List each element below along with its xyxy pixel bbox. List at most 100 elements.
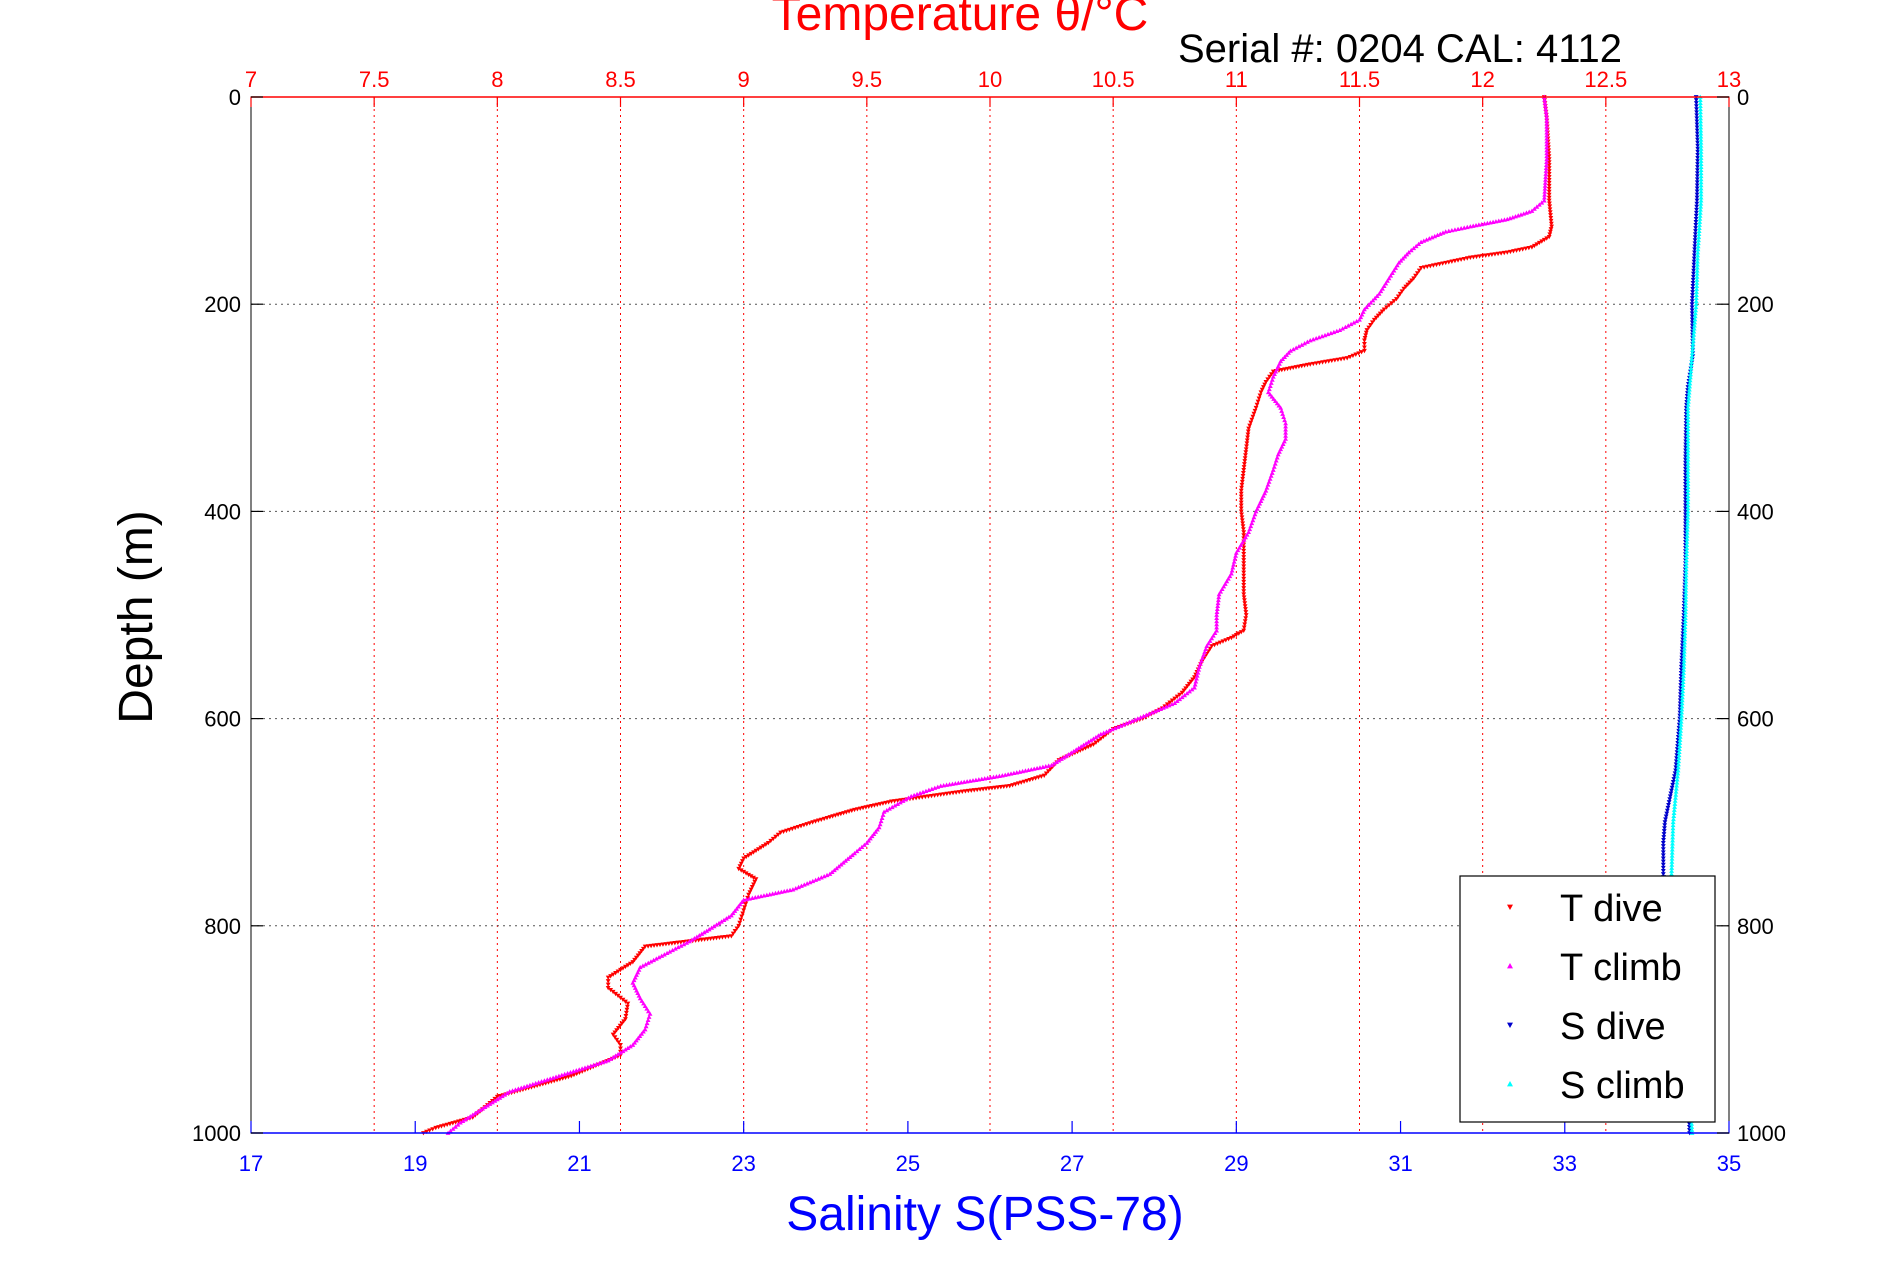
t-climb-point xyxy=(1518,212,1524,217)
t-dive-point xyxy=(1546,172,1552,177)
t-climb-point xyxy=(1504,216,1510,222)
t-climb-point xyxy=(764,892,770,897)
t-climb-point xyxy=(460,1118,466,1124)
t-dive-point xyxy=(1359,350,1364,355)
s-dive-point xyxy=(1673,765,1679,770)
s-climb-point xyxy=(1683,563,1689,569)
s-climb-point xyxy=(1698,176,1704,182)
t-climb-point xyxy=(533,1080,539,1086)
s-dive-point xyxy=(1660,868,1666,874)
s-climb-point xyxy=(1698,131,1704,136)
t-dive-point xyxy=(612,1035,618,1040)
t-climb-point xyxy=(678,943,684,948)
t-dive-point xyxy=(1242,456,1248,461)
t-dive-point xyxy=(1548,218,1554,224)
s-climb-point xyxy=(1683,572,1689,578)
s-climb-point xyxy=(1683,612,1688,617)
t-climb-point xyxy=(1214,625,1220,630)
t-dive-point xyxy=(1241,558,1247,563)
s-dive-point xyxy=(1678,689,1684,694)
t-climb-point xyxy=(502,1092,508,1097)
t-dive-point xyxy=(427,1128,432,1133)
t-dive-point xyxy=(608,987,614,993)
t-climb-point xyxy=(776,890,781,895)
t-climb-point xyxy=(646,1014,652,1019)
s-dive-point xyxy=(1660,872,1666,877)
t-climb-point xyxy=(1283,433,1288,438)
t-climb-point xyxy=(1046,763,1052,768)
t-dive-point xyxy=(1217,640,1223,645)
t-climb-point xyxy=(1544,130,1550,135)
t-dive-point xyxy=(1546,157,1552,162)
s-climb-point xyxy=(1695,240,1701,246)
t-climb-point xyxy=(932,785,938,790)
t-climb-point xyxy=(807,879,813,885)
s-climb-point xyxy=(1680,691,1685,697)
t-dive-point xyxy=(617,1023,623,1029)
s-climb-point xyxy=(1682,627,1688,633)
t-climb-point xyxy=(1184,690,1190,696)
t-dive-point xyxy=(1547,201,1552,206)
t-climb-point xyxy=(692,935,697,941)
s-climb-point xyxy=(1683,569,1689,575)
t-climb-point xyxy=(914,791,920,797)
s-dive-point xyxy=(1694,201,1700,207)
legend-label-s-climb: S climb xyxy=(1560,1065,1685,1107)
t-dive-point xyxy=(624,1004,630,1010)
t-dive-point xyxy=(1241,567,1247,572)
t-climb-point xyxy=(1296,343,1302,349)
t-climb-point xyxy=(1357,317,1362,322)
t-climb-point xyxy=(1374,293,1380,298)
s-climb-point xyxy=(1679,707,1685,712)
s-climb-point xyxy=(1682,646,1687,651)
t-dive-point xyxy=(737,920,743,926)
s-dive-point xyxy=(1680,640,1685,645)
s-climb-point xyxy=(1691,326,1697,331)
t-climb-point xyxy=(1400,256,1406,261)
s-climb-point xyxy=(1687,374,1693,380)
t-climb-point xyxy=(1025,767,1031,773)
s-climb-point xyxy=(1675,771,1681,776)
s-climb-point xyxy=(1672,798,1678,803)
t-climb-point xyxy=(1507,215,1513,221)
t-climb-point xyxy=(1345,323,1351,328)
s-climb-point xyxy=(1685,432,1691,438)
t-climb-point xyxy=(627,1044,633,1049)
t-climb-point xyxy=(744,896,749,902)
t-climb-point xyxy=(1215,600,1221,606)
t-climb-point xyxy=(829,869,835,875)
t-climb-point xyxy=(1366,302,1372,307)
t-climb-point xyxy=(1166,703,1172,708)
s-dive-point xyxy=(1678,670,1684,676)
t-dive-point xyxy=(1244,444,1249,449)
t-climb-point xyxy=(1378,288,1384,294)
s-dive-point xyxy=(1660,862,1666,868)
t-dive-point xyxy=(623,964,628,970)
s-climb-point xyxy=(1694,283,1700,288)
t-dive-point xyxy=(738,861,744,867)
t-climb-point xyxy=(1544,147,1550,153)
s-climb-point xyxy=(1680,679,1686,684)
t-climb-point xyxy=(694,934,700,939)
s-climb-point xyxy=(1698,143,1704,148)
t-dive-point xyxy=(610,989,616,995)
t-dive-point xyxy=(614,1028,620,1033)
s-climb-point xyxy=(1673,795,1678,800)
t-dive-point xyxy=(430,1127,436,1132)
s-climb-point xyxy=(1673,792,1679,797)
t-dive-point xyxy=(623,1017,628,1022)
t-climb-point xyxy=(571,1069,576,1074)
t-climb-point xyxy=(490,1100,495,1105)
t-climb-point xyxy=(1544,127,1550,132)
t-dive-point xyxy=(1256,396,1262,401)
t-climb-point xyxy=(1206,641,1211,646)
s-climb-point xyxy=(1685,417,1691,422)
t-dive-point xyxy=(633,955,639,961)
t-climb-point xyxy=(582,1065,588,1070)
s-climb-point xyxy=(1689,350,1695,355)
s-climb-point xyxy=(1685,478,1691,483)
s-climb-point xyxy=(1685,484,1691,489)
t-dive-point xyxy=(1246,426,1252,431)
t-climb-point xyxy=(599,1059,605,1065)
s-dive-point xyxy=(1683,491,1688,496)
